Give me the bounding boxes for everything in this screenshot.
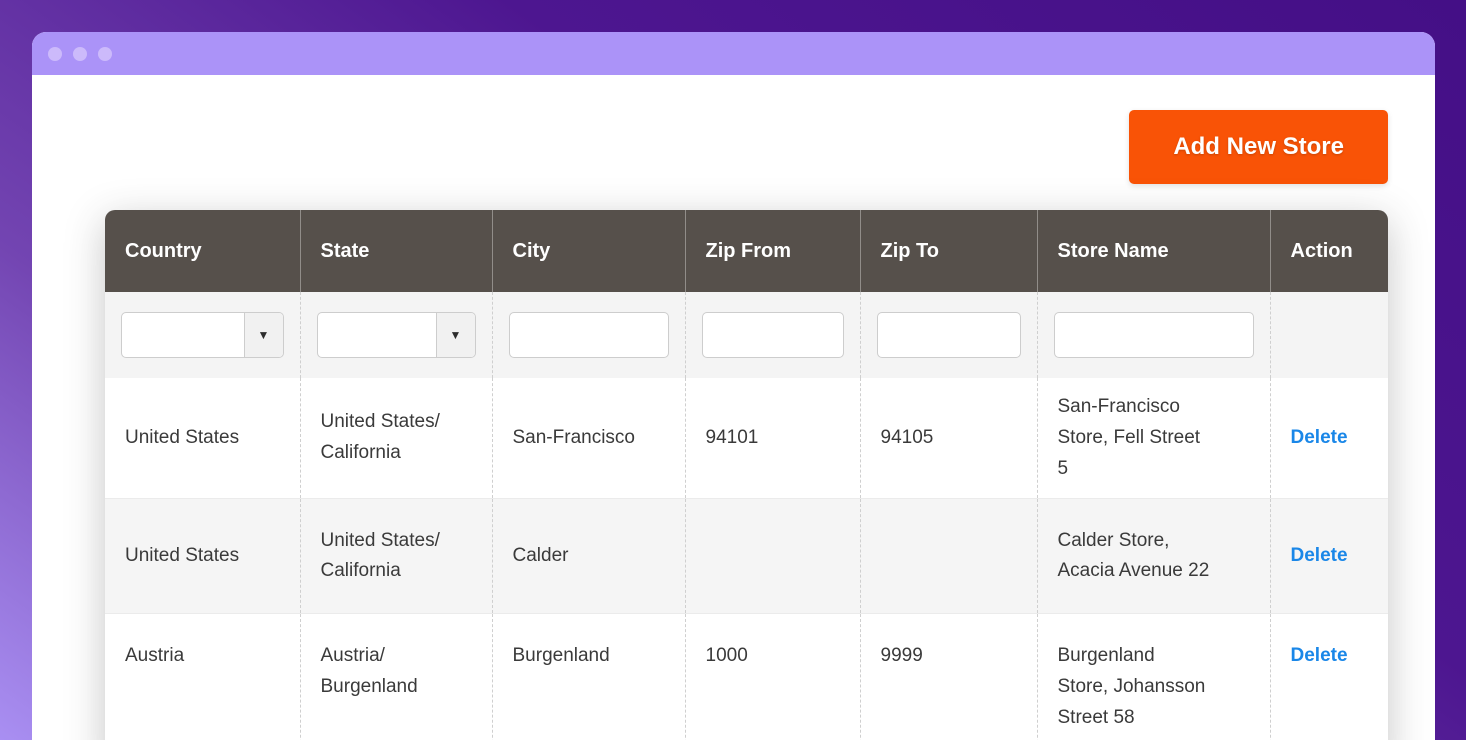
city-filter-input[interactable] — [508, 312, 669, 358]
table-header-row: Country State City Zip From Zip To Store Name… — [105, 210, 1388, 292]
cell-zip_from — [684, 498, 860, 614]
state-filter-select[interactable]: ▼ — [316, 312, 476, 358]
table-row: Austria Austria/ Burgenland Burgenland 1000… — [105, 613, 1388, 740]
table-row: United States United States/ California Ca… — [105, 498, 1388, 614]
column-header-action[interactable]: Action — [1269, 210, 1388, 292]
delete-link[interactable]: Delete — [1290, 645, 1348, 667]
app-window: Add New Store Country State City Zip From Zi… — [32, 32, 1435, 740]
column-header-zip_from[interactable]: Zip From — [684, 210, 860, 292]
cell-city: Burgenland — [491, 613, 685, 740]
window-dot[interactable] — [48, 46, 62, 61]
state-filter-select-value — [318, 313, 436, 357]
cell-country: United States — [105, 498, 300, 614]
chevron-down-icon: ▼ — [243, 313, 283, 357]
cell-zip_to — [859, 498, 1037, 614]
cell-store_name: San-Francisco Store, Fell Street 5 — [1036, 378, 1270, 499]
cell-country: United States — [105, 378, 300, 499]
cell-country: Austria — [105, 613, 300, 740]
country-filter-select-value — [122, 313, 244, 357]
zip_from-filter-input[interactable] — [701, 312, 844, 358]
cell-city: Calder — [491, 498, 685, 614]
column-header-store_name[interactable]: Store Name — [1036, 210, 1270, 292]
cell-state: United States/ California — [299, 378, 492, 499]
stores-table: Country State City Zip From Zip To Store Name… — [105, 210, 1388, 740]
cell-store_name: Burgenland Store, Johansson Street 58 — [1036, 613, 1270, 740]
page-content: Add New Store Country State City Zip From Zi… — [32, 75, 1435, 740]
chevron-down-icon: ▼ — [435, 313, 475, 357]
column-header-state[interactable]: State — [299, 210, 492, 292]
table-row: United States United States/ California Sa… — [105, 378, 1388, 499]
cell-store_name: Calder Store, Acacia Avenue 22 — [1036, 498, 1270, 614]
filter-cell-store_name — [1036, 292, 1270, 378]
column-header-country[interactable]: Country — [105, 210, 300, 292]
cell-action: Delete — [1269, 378, 1388, 499]
column-header-city[interactable]: City — [491, 210, 685, 292]
filter-cell-zip_from — [684, 292, 860, 378]
table-filter-row: ▼ ▼ — [105, 292, 1388, 378]
cell-action: Delete — [1269, 613, 1388, 740]
window-titlebar — [32, 32, 1435, 75]
filter-cell-action — [1269, 292, 1388, 378]
cell-zip_from: 94101 — [684, 378, 860, 499]
delete-link[interactable]: Delete — [1290, 544, 1348, 566]
filter-cell-zip_to — [859, 292, 1037, 378]
window-dot[interactable] — [73, 46, 87, 61]
cell-zip_from: 1000 — [684, 613, 860, 740]
cell-state: Austria/ Burgenland — [299, 613, 492, 740]
country-filter-select[interactable]: ▼ — [121, 312, 284, 358]
cell-action: Delete — [1269, 498, 1388, 614]
filter-cell-state: ▼ — [299, 292, 492, 378]
filter-cell-city — [491, 292, 685, 378]
store_name-filter-input[interactable] — [1053, 312, 1254, 358]
window-dot[interactable] — [98, 46, 112, 61]
cell-zip_to: 94105 — [859, 378, 1037, 499]
cell-zip_to: 9999 — [859, 613, 1037, 740]
filter-cell-country: ▼ — [105, 292, 300, 378]
cell-city: San-Francisco — [491, 378, 685, 499]
zip_to-filter-input[interactable] — [876, 312, 1021, 358]
add-new-store-button[interactable]: Add New Store — [1129, 110, 1388, 184]
delete-link[interactable]: Delete — [1290, 426, 1348, 448]
cell-state: United States/ California — [299, 498, 492, 614]
column-header-zip_to[interactable]: Zip To — [859, 210, 1037, 292]
